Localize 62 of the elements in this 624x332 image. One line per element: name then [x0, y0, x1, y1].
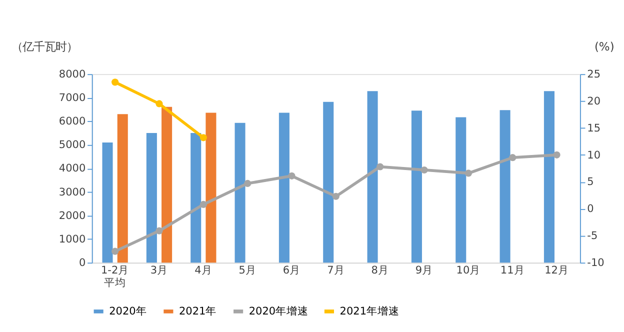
y2-tick-label: -5: [587, 230, 598, 242]
bar: [102, 142, 113, 263]
bar: [146, 133, 157, 263]
point: [112, 78, 119, 86]
x-tick-label: 7月: [327, 264, 345, 277]
bar: [500, 110, 510, 263]
legend-label: 2021年增速: [340, 304, 400, 318]
point: [156, 227, 163, 234]
bar: [456, 117, 466, 263]
y2-tick-label: 10: [587, 149, 601, 162]
y-tick-label: 8000: [58, 68, 86, 80]
x-tick-label: 6月: [282, 264, 301, 277]
x-tick-label: 12月: [544, 264, 569, 277]
x-tick-label: 4月: [194, 264, 212, 277]
x-tick-label: 1-2月平均: [100, 264, 130, 290]
point: [332, 192, 340, 200]
bar: [278, 112, 290, 263]
point: [420, 166, 428, 174]
bar: [117, 114, 128, 263]
bar: [206, 112, 216, 263]
point: [376, 163, 384, 170]
y2-tick-label: 25: [587, 68, 601, 80]
y2-tick-label: 0: [587, 203, 594, 216]
y-tick-label: 4000: [58, 162, 86, 175]
x-tick-label: 8月: [371, 264, 389, 277]
x-tick-label: 5月: [238, 264, 256, 277]
y-tick-label: 1000: [58, 233, 86, 246]
y-tick-label: 7000: [58, 92, 86, 104]
x-tick-label: 3月: [150, 264, 168, 277]
y-tick-label: 2000: [58, 210, 86, 222]
y-tick-label: 6000: [58, 116, 86, 128]
point: [464, 170, 472, 177]
y-axis-title: （亿千瓦时）: [12, 40, 78, 54]
y2-tick-label: -10: [587, 256, 604, 269]
bar: [367, 91, 378, 263]
point: [156, 100, 163, 108]
point: [509, 154, 516, 162]
y-tick-label: 3000: [58, 186, 86, 198]
y2-tick-label: 15: [587, 122, 601, 134]
legend-label: 2020年: [109, 305, 147, 318]
point: [200, 134, 207, 142]
bar: [411, 110, 422, 263]
point: [553, 151, 560, 158]
x-tick-label: 11月: [500, 264, 525, 277]
x-tick-label: 9月: [415, 264, 434, 277]
legend-label: 2021年: [178, 305, 217, 318]
bar: [544, 91, 554, 263]
y2-tick-label: 20: [587, 95, 601, 108]
y2-axis-title: (%): [594, 40, 614, 54]
point: [288, 172, 296, 180]
point: [200, 200, 207, 208]
bar: [234, 122, 246, 263]
y-tick-label: 0: [78, 256, 86, 269]
x-tick-label: 10月: [456, 264, 481, 277]
bar: [190, 133, 202, 263]
point: [112, 248, 119, 255]
legend-label: 2020年增速: [248, 304, 309, 318]
bar: [162, 106, 172, 263]
bar: [323, 102, 334, 263]
y2-tick-label: 5: [587, 176, 594, 188]
y-tick-label: 5000: [58, 139, 86, 152]
point: [244, 180, 252, 187]
